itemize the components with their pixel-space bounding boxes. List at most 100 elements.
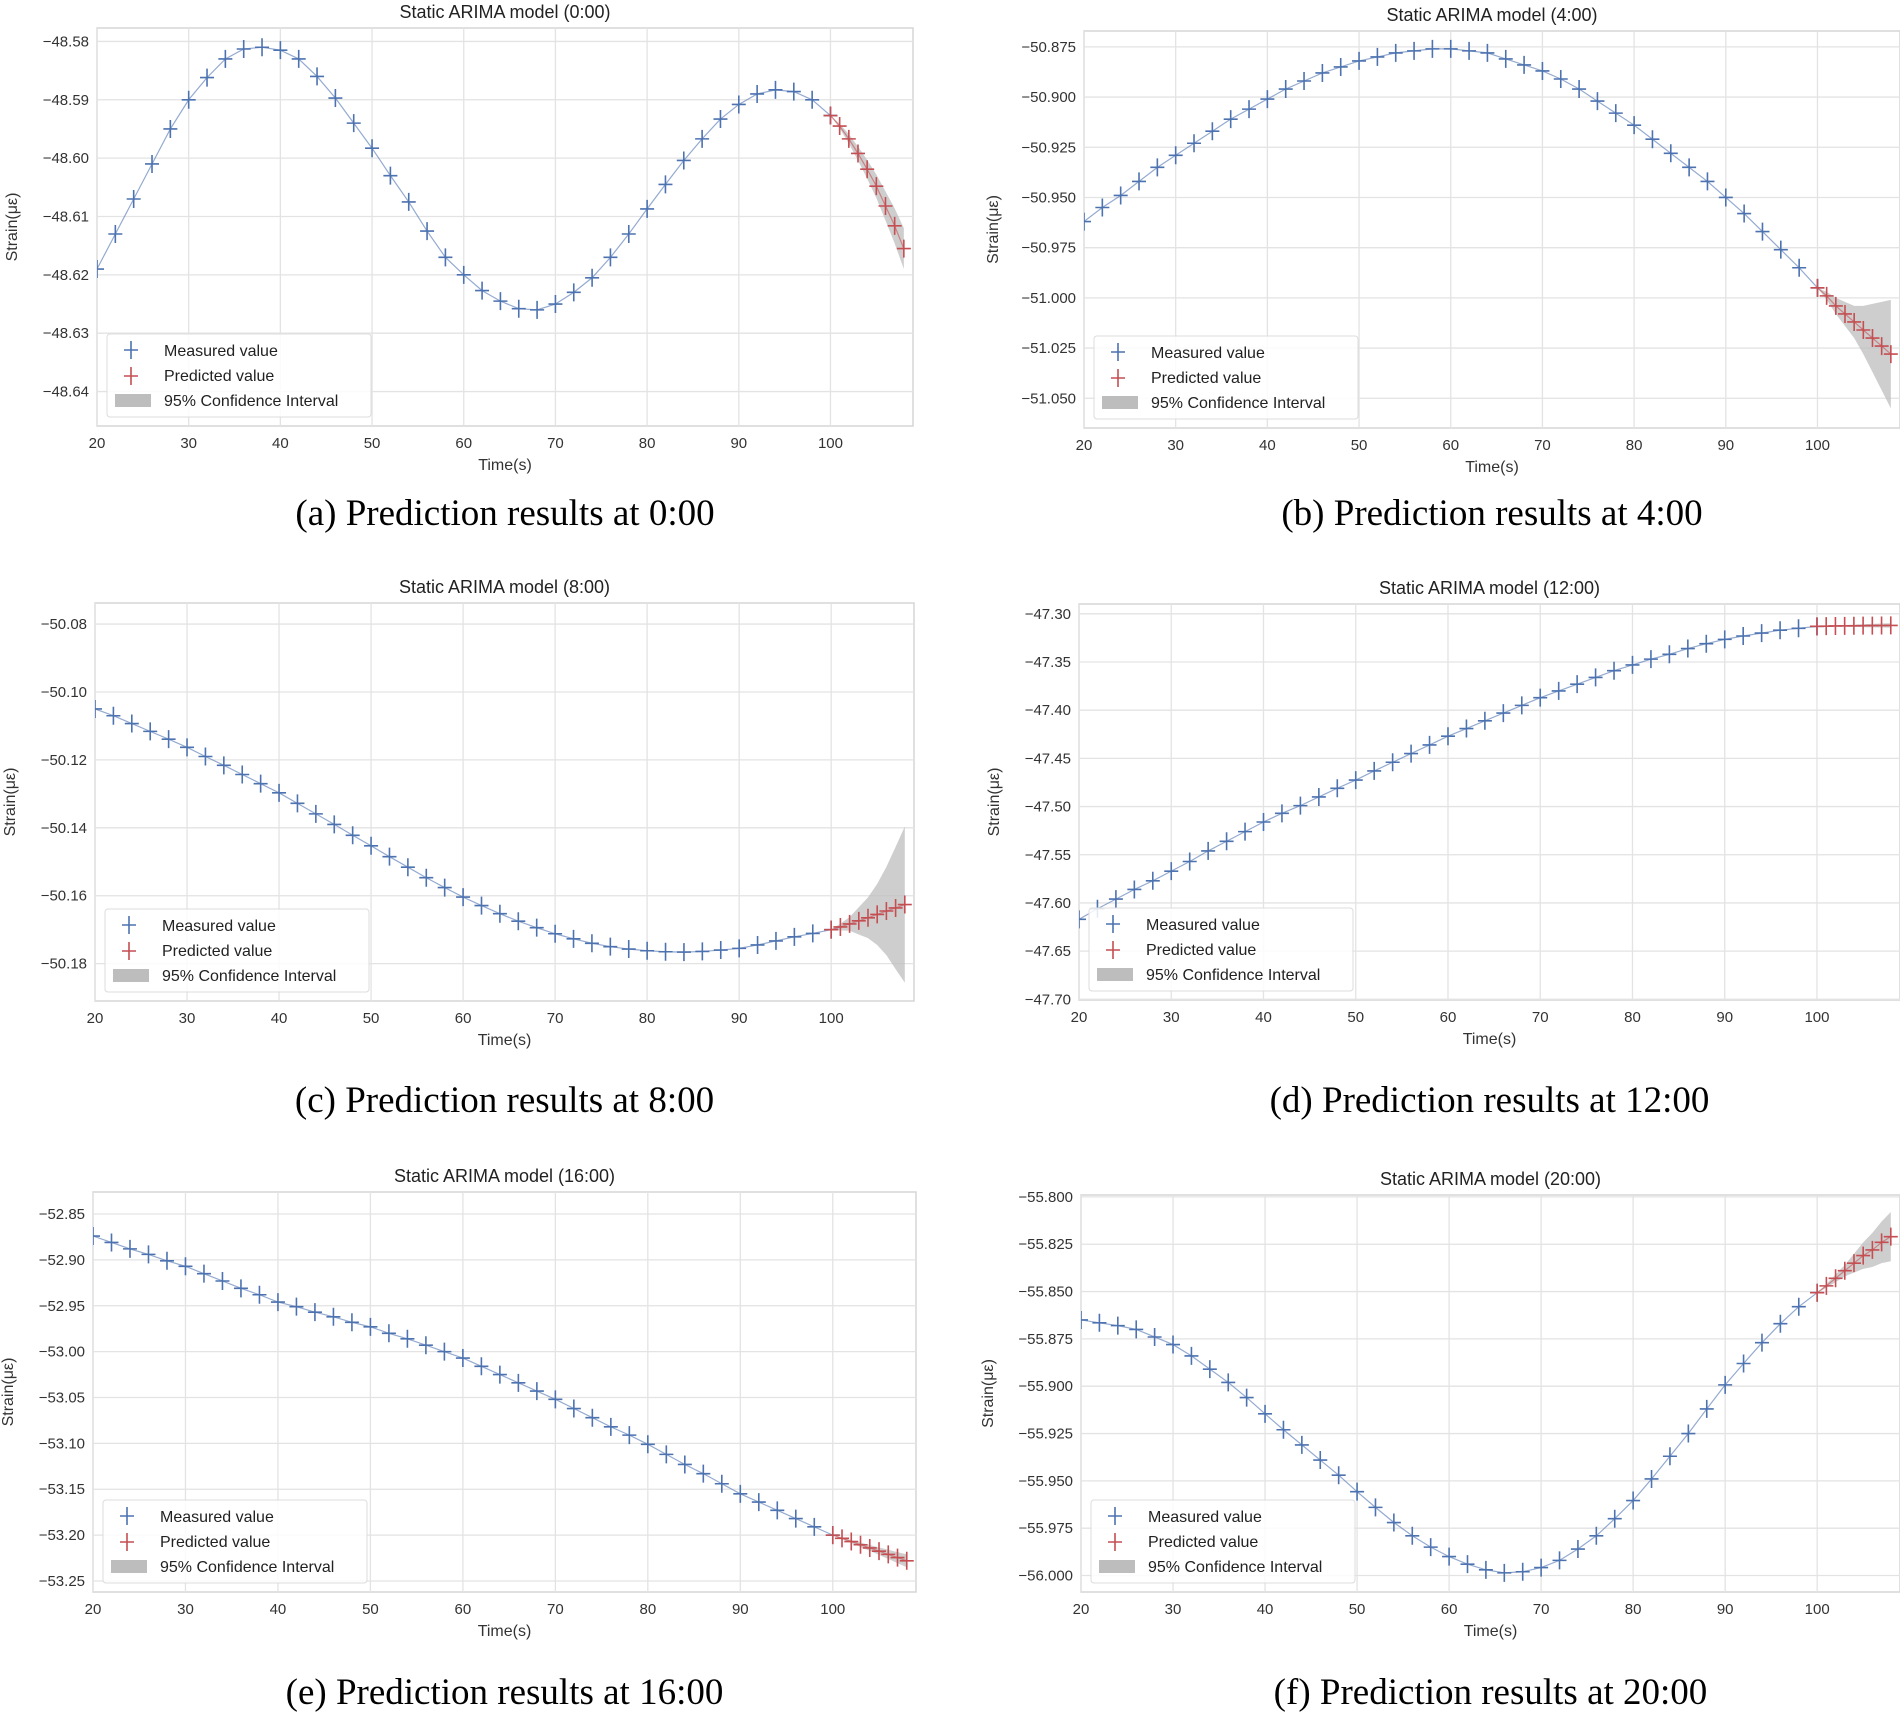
y-tick-label: −53.20 bbox=[39, 1527, 85, 1544]
measured-point bbox=[216, 756, 231, 775]
measured-point bbox=[807, 1517, 822, 1536]
x-tick-label: 60 bbox=[1442, 437, 1459, 454]
y-tick-label: −47.55 bbox=[1025, 847, 1071, 864]
measured-point bbox=[1480, 43, 1495, 62]
figure-caption: (c) Prediction results at 8:00 bbox=[295, 1080, 714, 1121]
measured-point bbox=[805, 924, 820, 943]
x-tick-label: 60 bbox=[1441, 1601, 1458, 1618]
predicted-point bbox=[1828, 1269, 1843, 1288]
plot-content bbox=[1081, 1212, 1898, 1582]
plot-content bbox=[1084, 39, 1898, 409]
y-tick-label: −51.025 bbox=[1021, 340, 1076, 357]
predicted-point bbox=[1865, 1240, 1880, 1259]
measured-point bbox=[418, 1336, 433, 1355]
y-tick-label: −47.30 bbox=[1025, 606, 1071, 623]
measured-point bbox=[1201, 841, 1216, 860]
legend-predicted-marker bbox=[124, 367, 138, 385]
measured-point bbox=[1164, 862, 1179, 881]
legend-box bbox=[1093, 335, 1359, 420]
measured-point bbox=[1736, 1354, 1751, 1373]
measured-point bbox=[381, 1324, 396, 1343]
x-tick-label: 40 bbox=[272, 435, 289, 452]
measured-point bbox=[1572, 80, 1587, 99]
measured-point bbox=[1258, 1404, 1273, 1423]
legend-ci-label: 95% Confidence Interval bbox=[164, 393, 338, 410]
x-axis-label: Time(s) bbox=[1465, 459, 1519, 476]
measured-point bbox=[695, 942, 710, 961]
measured-point bbox=[126, 189, 141, 208]
measured-point bbox=[308, 804, 323, 823]
x-tick-label: 60 bbox=[1440, 1009, 1457, 1026]
measured-point bbox=[1699, 634, 1714, 653]
measured-point bbox=[1132, 172, 1147, 191]
measured-point bbox=[1551, 681, 1566, 700]
y-tick-label: −48.64 bbox=[43, 384, 89, 401]
chart-title: Static ARIMA model (8:00) bbox=[399, 577, 610, 597]
legend-ci-label: 95% Confidence Interval bbox=[1146, 967, 1320, 984]
measured-point bbox=[1113, 186, 1128, 205]
x-tick-label: 20 bbox=[1073, 1601, 1090, 1618]
y-tick-label: −50.08 bbox=[41, 616, 87, 633]
measured-point bbox=[382, 847, 397, 866]
measured-point bbox=[713, 110, 728, 129]
legend-ci-label: 95% Confidence Interval bbox=[1148, 1559, 1322, 1576]
measured-point bbox=[93, 1227, 100, 1246]
confidence-interval-band bbox=[1817, 287, 1891, 409]
measured-point bbox=[1459, 719, 1474, 738]
x-tick-label: 40 bbox=[1257, 1601, 1274, 1618]
y-tick-label: −53.05 bbox=[39, 1390, 85, 1407]
measured-point bbox=[1791, 619, 1806, 638]
measured-point bbox=[1084, 212, 1091, 231]
predicted-point bbox=[833, 917, 848, 936]
measured-point bbox=[1514, 696, 1529, 715]
predicted-point bbox=[879, 902, 894, 921]
measured-point bbox=[1367, 761, 1382, 780]
measured-point bbox=[1553, 69, 1568, 88]
predicted-point bbox=[1874, 337, 1889, 356]
measured-point bbox=[326, 1307, 341, 1326]
measured-point bbox=[1313, 1451, 1328, 1470]
measured-point bbox=[786, 82, 801, 101]
measured-point bbox=[122, 1239, 137, 1258]
measured-point bbox=[1718, 188, 1733, 207]
x-tick-label: 60 bbox=[455, 1601, 472, 1618]
measured-point bbox=[731, 95, 746, 114]
plot-content bbox=[1079, 616, 1898, 929]
measured-point bbox=[1680, 639, 1695, 658]
measured-point bbox=[1570, 1540, 1585, 1559]
legend: Measured value Predicted value 95% Confide… bbox=[1088, 907, 1354, 992]
chart-panel-2: 20 30 40 50 60 70 80 90 100 −50.08 −50.10 −50.12 −50… bbox=[2, 577, 915, 1121]
measured-point bbox=[1791, 1297, 1806, 1316]
y-tick-label: −50.925 bbox=[1021, 139, 1076, 156]
measured-point bbox=[1589, 1526, 1604, 1545]
legend-box bbox=[1088, 907, 1354, 992]
measured-point bbox=[1773, 240, 1788, 259]
y-tick-label: −51.050 bbox=[1021, 390, 1076, 407]
x-tick-label: 20 bbox=[89, 435, 106, 452]
measured-point bbox=[1150, 158, 1165, 177]
predicted-point bbox=[842, 914, 857, 933]
measured-point bbox=[1147, 1327, 1162, 1346]
measured-point bbox=[1145, 871, 1160, 890]
y-tick-label: −55.900 bbox=[1018, 1378, 1073, 1395]
y-tick-label: −50.12 bbox=[41, 752, 87, 769]
measured-point bbox=[1331, 1466, 1346, 1485]
measured-point bbox=[1570, 675, 1585, 694]
chart-title: Static ARIMA model (4:00) bbox=[1386, 5, 1597, 25]
measured-point bbox=[658, 942, 673, 961]
measured-point bbox=[1498, 49, 1513, 68]
y-tick-label: −55.975 bbox=[1018, 1520, 1073, 1537]
predicted-point bbox=[825, 1526, 840, 1545]
predicted-point bbox=[1828, 296, 1843, 315]
measured-point bbox=[1607, 661, 1622, 680]
legend: Measured value Predicted value 95% Confide… bbox=[106, 333, 372, 418]
measured-point bbox=[529, 1382, 544, 1401]
measured-point bbox=[365, 139, 380, 158]
x-tick-label: 70 bbox=[547, 435, 564, 452]
measured-point bbox=[1534, 1558, 1549, 1577]
measured-point bbox=[1626, 1491, 1641, 1510]
measured-point bbox=[161, 730, 176, 749]
x-tick-label: 50 bbox=[1347, 1009, 1364, 1026]
measured-point bbox=[1533, 688, 1548, 707]
x-tick-label: 90 bbox=[732, 1601, 749, 1618]
